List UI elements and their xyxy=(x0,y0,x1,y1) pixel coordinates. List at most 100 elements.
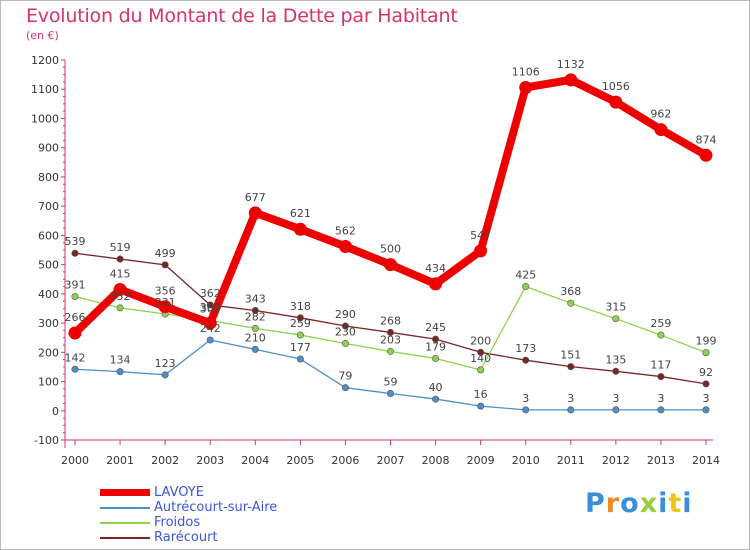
data-label: 362 xyxy=(200,287,221,300)
data-label: 203 xyxy=(380,333,401,346)
data-label: 40 xyxy=(429,381,443,394)
data-labels-layer: 266 415 356 300 677 621 562 500 434 547 1106 1132 10… xyxy=(65,58,717,405)
data-point xyxy=(477,366,485,374)
data-point xyxy=(612,367,620,375)
data-label: 117 xyxy=(650,359,671,372)
x-tick-label: 2012 xyxy=(602,454,630,467)
data-point xyxy=(702,406,710,414)
data-point xyxy=(522,356,530,364)
data-point xyxy=(161,371,169,379)
brand-letter: P xyxy=(585,488,606,519)
data-label: 123 xyxy=(155,357,176,370)
data-point xyxy=(699,148,713,162)
data-label: 79 xyxy=(338,370,352,383)
chart-unit-subtitle: (en €) xyxy=(26,29,59,42)
data-point xyxy=(296,355,304,363)
legend-label-froidos: Froidos xyxy=(154,515,201,530)
y-tick-label: 1000 xyxy=(31,112,59,125)
x-tick-label: 2005 xyxy=(286,454,314,467)
data-label: 1132 xyxy=(557,58,585,71)
data-label: 519 xyxy=(110,241,131,254)
data-label: 290 xyxy=(335,308,356,321)
data-label: 59 xyxy=(384,376,398,389)
data-label: 309 xyxy=(200,302,221,315)
data-point xyxy=(702,380,710,388)
legend-swatch-autrecourt xyxy=(100,507,150,509)
data-point xyxy=(293,222,307,236)
data-point xyxy=(251,307,259,315)
data-point xyxy=(477,402,485,410)
data-point xyxy=(251,324,259,332)
y-tick-label: 300 xyxy=(38,317,59,330)
data-point xyxy=(71,292,79,300)
data-point xyxy=(657,331,665,339)
data-point xyxy=(113,282,127,296)
y-tick-label: 700 xyxy=(38,200,59,213)
data-point xyxy=(612,406,620,414)
data-label: 621 xyxy=(290,207,311,220)
data-point xyxy=(248,206,262,220)
data-label: 315 xyxy=(605,301,626,314)
data-label: 282 xyxy=(245,310,266,323)
data-point xyxy=(657,373,665,381)
y-tick-label: 1200 xyxy=(31,54,59,67)
x-tick-label: 2007 xyxy=(377,454,405,467)
x-tick-label: 2011 xyxy=(557,454,585,467)
x-tick-label: 2004 xyxy=(241,454,269,467)
data-label: 210 xyxy=(245,331,266,344)
y-tick-label: 100 xyxy=(38,376,59,389)
x-tick-label: 2008 xyxy=(422,454,450,467)
data-point xyxy=(296,314,304,322)
data-point xyxy=(519,80,533,94)
legend-swatch-rarecourt xyxy=(100,537,150,539)
brand-letter: o xyxy=(620,488,640,519)
brand-letter: t xyxy=(668,488,683,519)
legend-label-lavoye: LAVOYE xyxy=(154,485,204,500)
data-label: 259 xyxy=(290,317,311,330)
data-point xyxy=(341,340,349,348)
data-point xyxy=(474,244,488,258)
y-tick-label: 800 xyxy=(38,171,59,184)
data-label: 135 xyxy=(605,353,626,366)
data-label: 151 xyxy=(560,349,581,362)
y-tick-label: 400 xyxy=(38,288,59,301)
data-label: 425 xyxy=(515,269,536,282)
data-label: 179 xyxy=(425,340,446,353)
x-tick-label: 2002 xyxy=(151,454,179,467)
data-point xyxy=(161,261,169,269)
data-label: 547 xyxy=(470,229,491,242)
data-point xyxy=(432,335,440,343)
data-label: 962 xyxy=(650,108,671,121)
y-tick-label: 500 xyxy=(38,259,59,272)
data-label: 1056 xyxy=(602,80,630,93)
y-tick-label: -100 xyxy=(34,434,59,447)
data-label: 415 xyxy=(110,267,131,280)
data-point xyxy=(341,384,349,392)
chart-title: Evolution du Montant de la Dette par Hab… xyxy=(26,5,458,27)
brand-letter: x xyxy=(639,488,659,519)
data-point xyxy=(386,390,394,398)
data-label: 92 xyxy=(699,366,713,379)
data-label: 245 xyxy=(425,321,446,334)
y-tick-label: 0 xyxy=(52,405,59,418)
data-point xyxy=(432,354,440,362)
x-tick-label: 2013 xyxy=(647,454,675,467)
data-label: 268 xyxy=(380,314,401,327)
data-label: 1106 xyxy=(512,65,540,78)
data-point xyxy=(609,95,623,109)
chart-axes: -100 0 100 200 300 400 500 600 700 800 900 1000 1100… xyxy=(31,54,720,467)
x-tick-label: 2000 xyxy=(61,454,89,467)
data-label: 266 xyxy=(65,311,86,324)
data-label: 3 xyxy=(522,392,529,405)
data-point xyxy=(203,316,217,330)
data-label: 352 xyxy=(110,290,131,303)
data-label: 259 xyxy=(650,317,671,330)
data-point xyxy=(567,406,575,414)
data-point xyxy=(386,328,394,336)
data-label: 539 xyxy=(65,235,86,248)
data-point xyxy=(432,395,440,403)
data-label: 177 xyxy=(290,341,311,354)
data-point xyxy=(296,331,304,339)
